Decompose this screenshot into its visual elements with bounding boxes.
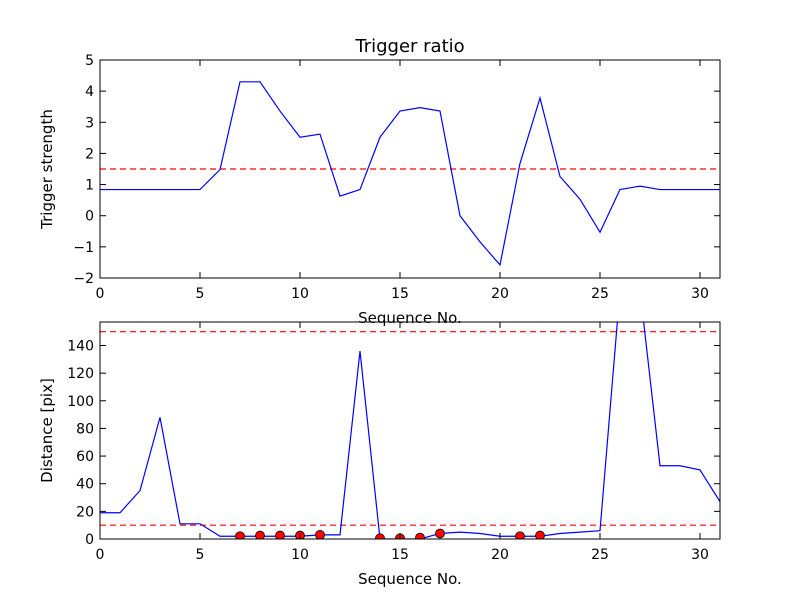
- x-tick-label: 10: [291, 286, 309, 302]
- x-tick-label: 0: [96, 547, 105, 563]
- chart-title: Trigger ratio: [354, 36, 464, 57]
- x-tick-label: 30: [691, 547, 709, 563]
- y-tick-label: −2: [73, 271, 94, 287]
- y-tick-label: 60: [76, 449, 94, 465]
- plot-frame: [99, 59, 721, 279]
- chart-2: 0 5 10 15 20 25 30 0 20 40 60 80 100 120 140 Sequence N…: [38, 321, 721, 588]
- y-tick-label: 0: [85, 532, 94, 548]
- x-tick-label: 25: [591, 547, 609, 563]
- chart-1: 0 5 10 15 20 25 30 −2 −1 0 1 2 3 4 5 Trigger ratio Seque…: [38, 36, 721, 327]
- data-point: [235, 531, 245, 539]
- y-tick-label: 1: [85, 178, 94, 194]
- x-tick-label: 0: [96, 286, 105, 302]
- data-point: [535, 530, 545, 539]
- data-point: [255, 530, 265, 539]
- x-tick-label: 25: [591, 286, 609, 302]
- data-point: [515, 531, 525, 539]
- y-tick-label: 20: [76, 504, 94, 520]
- y-tick-label: 4: [85, 84, 94, 100]
- data-point: [375, 533, 385, 539]
- y-tick-label: 100: [67, 394, 94, 410]
- x-tick-label: 15: [391, 547, 409, 563]
- x-tick-label: 30: [691, 286, 709, 302]
- y-axis-label: Trigger strength: [38, 109, 56, 230]
- y-tick-label: 3: [85, 115, 94, 131]
- data-point: [275, 530, 285, 539]
- x-axis-label: Sequence No.: [358, 309, 462, 327]
- data-point: [415, 532, 425, 539]
- plot-area: [100, 322, 720, 539]
- plot-frame: [99, 321, 721, 540]
- y-axis-label: Distance [pix]: [38, 378, 56, 483]
- data-point: [315, 529, 325, 539]
- series-line-1: [100, 81, 720, 267]
- x-tick-label: 5: [196, 547, 205, 563]
- x-axis-label: Sequence No.: [358, 570, 462, 588]
- x-tick-label: 20: [491, 286, 509, 302]
- y-tick-label: 2: [85, 146, 94, 162]
- y-tick-label: 5: [85, 53, 94, 69]
- x-tick-label: 20: [491, 547, 509, 563]
- x-tick-label: 15: [391, 286, 409, 302]
- x-tick-label: 10: [291, 547, 309, 563]
- y-tick-label: 140: [67, 338, 94, 354]
- y-tick-label: 120: [67, 366, 94, 382]
- y-tick-label: 40: [76, 477, 94, 493]
- x-tick-label: 5: [196, 286, 205, 302]
- y-tick-label: 80: [76, 421, 94, 437]
- y-tick-label: −1: [73, 240, 94, 256]
- plot-area: [100, 81, 720, 267]
- series-line-1: [100, 322, 720, 539]
- y-tick-label: 0: [85, 209, 94, 225]
- data-point: [435, 528, 445, 539]
